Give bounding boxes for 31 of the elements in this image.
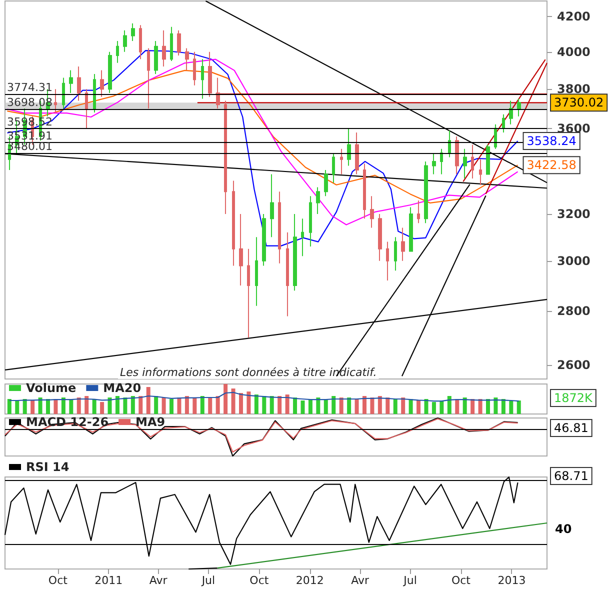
x-tick-label: 2011 — [94, 574, 123, 587]
annotation: 3730.02 — [554, 96, 604, 110]
data-label: 3538.24 — [526, 134, 576, 148]
text: 46.81 — [554, 421, 588, 435]
ref-line-label: 3774.31 — [7, 81, 52, 94]
x-tick-label: Jul — [402, 574, 417, 587]
y-tick-label: 4000 — [557, 44, 590, 59]
y-tick-label: 3800 — [557, 82, 590, 96]
legend-label: Volume — [26, 381, 76, 395]
legend-label: RSI 14 — [26, 460, 70, 474]
x-tick-label: 2012 — [296, 574, 324, 587]
x-tick-label: Avr — [351, 574, 370, 587]
text: 40 — [555, 522, 572, 536]
y-tick-label: 3000 — [557, 254, 590, 268]
y-tick-label: 2800 — [557, 304, 590, 318]
y-tick-label: 3200 — [557, 207, 590, 222]
data-label: 3422.58 — [526, 158, 576, 172]
x-tick-label: Oct — [451, 574, 472, 587]
x-tick-label: Jul — [200, 574, 216, 587]
y-tick-label: 4200 — [557, 9, 590, 24]
text: 1872K — [554, 391, 594, 405]
x-tick-label: 2013 — [498, 574, 526, 587]
text: 68.71 — [554, 469, 588, 483]
x-tick-label: Avr — [149, 574, 168, 587]
legend-label: MA20 — [103, 381, 142, 395]
y-tick-label: 2600 — [557, 358, 590, 372]
x-tick-label: Oct — [250, 574, 270, 587]
legend-label: MACD 12-26 — [26, 415, 109, 429]
legend-label: MA9 — [136, 415, 166, 429]
x-tick-label: Oct — [48, 574, 68, 587]
y-tick-label: 3600 — [557, 121, 590, 136]
